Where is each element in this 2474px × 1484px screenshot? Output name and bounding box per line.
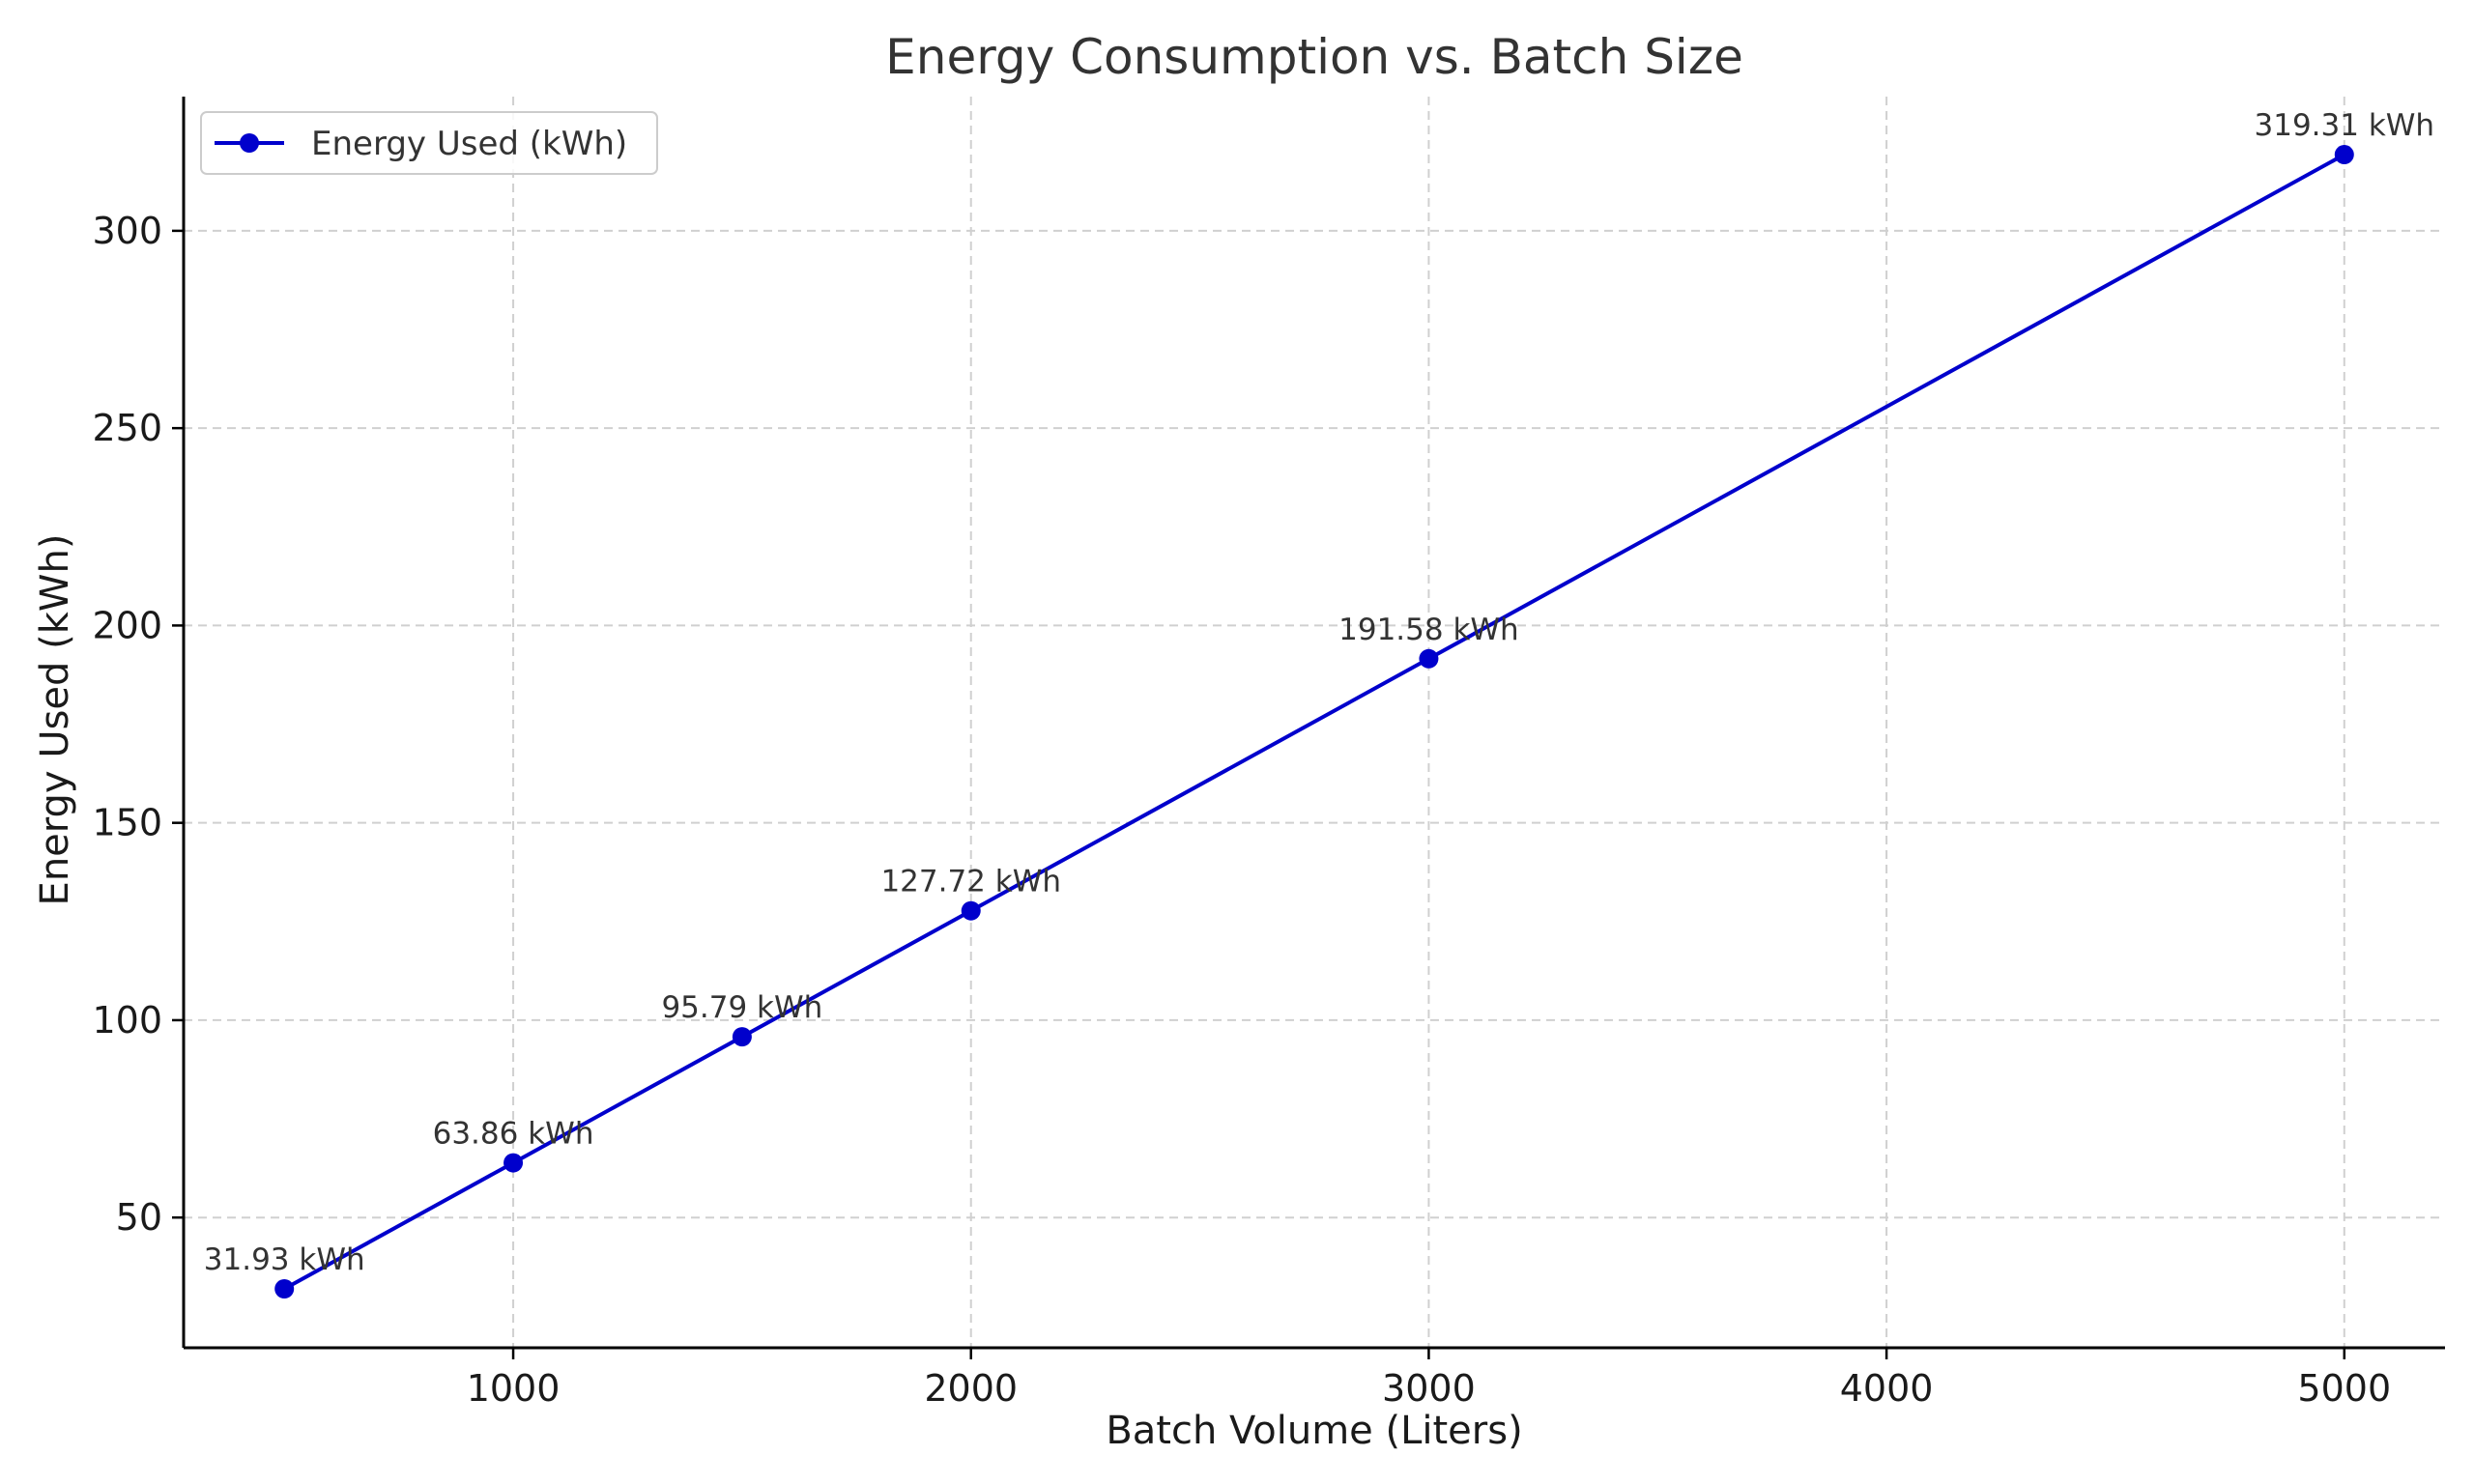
series-line bbox=[283, 153, 2345, 1291]
data-label: 63.86 kWh bbox=[433, 1117, 594, 1152]
legend-marker-swatch bbox=[240, 133, 259, 153]
chart-title: Energy Consumption vs. Batch Size bbox=[885, 29, 1743, 85]
data-point bbox=[732, 1027, 752, 1047]
x-tick-label: 3000 bbox=[1382, 1367, 1476, 1410]
legend-box bbox=[200, 111, 658, 175]
data-point bbox=[1419, 648, 1439, 669]
x-axis-label: Batch Volume (Liters) bbox=[1106, 1409, 1522, 1453]
series-layer bbox=[274, 145, 2354, 1299]
axes-layer: 1000 2000 3000 4000 5000 50 100 150 200 250 300 bbox=[92, 97, 2445, 1410]
y-tick-label: 250 bbox=[92, 407, 162, 449]
data-label: 127.72 kWh bbox=[880, 865, 1061, 899]
data-labels-layer: 31.93 kWh 63.86 kWh 95.79 kWh 127.72 kWh 191… bbox=[204, 108, 2434, 1277]
data-label: 191.58 kWh bbox=[1338, 613, 1519, 647]
y-tick-label: 300 bbox=[92, 210, 162, 252]
data-point bbox=[503, 1153, 524, 1173]
x-tick-label: 5000 bbox=[2297, 1367, 2391, 1410]
x-tick-label: 1000 bbox=[467, 1367, 561, 1410]
legend: Energy Used (kWh) bbox=[200, 111, 658, 175]
data-label: 319.31 kWh bbox=[2255, 108, 2435, 143]
data-label: 95.79 kWh bbox=[661, 990, 822, 1025]
y-tick-label: 50 bbox=[116, 1196, 162, 1239]
data-point bbox=[274, 1279, 295, 1299]
x-tick-label: 4000 bbox=[1840, 1367, 1934, 1410]
y-tick-label: 200 bbox=[92, 604, 162, 646]
grid-layer bbox=[184, 97, 2445, 1348]
x-tick-label: 2000 bbox=[924, 1367, 1018, 1410]
y-axis-label: Energy Used (kWh) bbox=[33, 534, 77, 906]
data-label: 31.93 kWh bbox=[204, 1242, 365, 1277]
y-tick-label: 100 bbox=[92, 999, 162, 1042]
data-point bbox=[2334, 145, 2354, 165]
legend-entry-label: Energy Used (kWh) bbox=[311, 125, 627, 163]
data-point bbox=[961, 900, 981, 921]
y-tick-label: 150 bbox=[92, 802, 162, 844]
